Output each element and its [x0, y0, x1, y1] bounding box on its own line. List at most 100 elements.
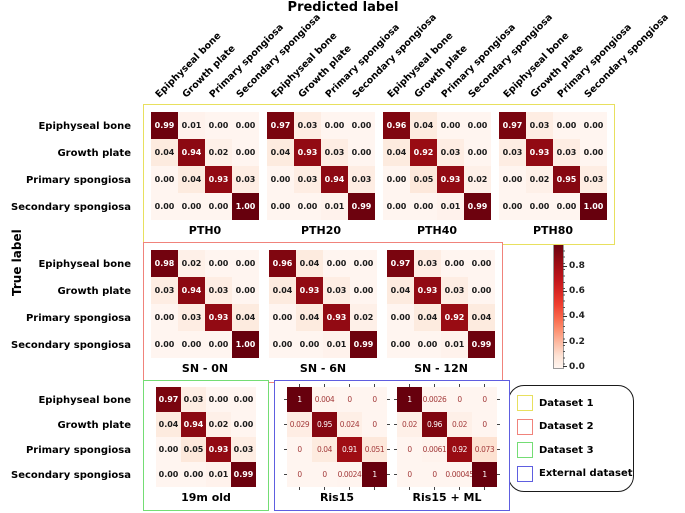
matrix-cell: 0 [337, 387, 362, 412]
matrix-cell: 0.03 [437, 139, 464, 166]
matrix-cell: 0.00 [468, 250, 495, 277]
axis-ticks [397, 384, 497, 387]
row-label: Primary spongiosa [25, 313, 131, 324]
matrix-cell: 0.92 [410, 139, 437, 166]
matrix-grid: 0.97 0.03 0.00 0.00 0.04 0.93 0.03 0.00 0.00 0.04… [387, 250, 495, 358]
matrix-grid-wrap: 0.99 0.01 0.00 0.00 0.04 0.94 0.02 0.00 0.00 0.04… [151, 112, 259, 220]
matrix-cell: 0.00 [468, 277, 495, 304]
colorbar-tick-label: 0.0 [569, 362, 585, 372]
matrix-cell: 0.00 [387, 331, 414, 358]
matrix-cell: 0 [312, 462, 337, 487]
colorbar-minor-ticks [563, 244, 565, 367]
matrix-cell: 0.00 [205, 250, 232, 277]
matrix-grid: 0.98 0.02 0.00 0.00 0.03 0.94 0.03 0.00 0.00 0.03… [151, 250, 259, 358]
matrix-sn-0n: 0.98 0.02 0.00 0.00 0.03 0.94 0.03 0.00 0.00 0.03… [151, 250, 259, 375]
matrix-cell: 0.00 [441, 250, 468, 277]
matrix-cell: 0.02 [178, 250, 205, 277]
matrix-cell: 0.01 [441, 331, 468, 358]
matrix-cell: 0.00 [580, 139, 607, 166]
matrix-cell: 0.00 [205, 331, 232, 358]
matrix-cell: 0.03 [151, 277, 178, 304]
matrix-cell: 0.00 [178, 193, 205, 220]
matrix-title: PTH40 [416, 224, 458, 237]
matrix-grid-wrap: 0.96 0.04 0.00 0.00 0.04 0.93 0.03 0.00 0.00 0.04… [269, 250, 377, 358]
legend-swatch [517, 465, 533, 482]
legend-item-dataset-1: Dataset 1 [517, 395, 625, 411]
row-label: Secondary spongiosa [11, 202, 131, 213]
matrix-cell: 0.96 [383, 112, 410, 139]
matrix-cell: 0.00 [205, 193, 232, 220]
matrix-cell: 0 [397, 462, 422, 487]
group-box-dataset-2: 0.98 0.02 0.00 0.00 0.03 0.94 0.03 0.00 0.00 0.03… [143, 242, 503, 383]
legend-swatch [517, 395, 533, 411]
colorbar-tick [563, 342, 567, 343]
matrix-title: SN - 6N [299, 362, 347, 375]
matrix-grid: 0.97 0.03 0.00 0.00 0.03 0.93 0.03 0.00 0.00 0.02… [499, 112, 607, 220]
axis-ticks [397, 487, 497, 490]
matrix-cell: 0.00 [350, 250, 377, 277]
matrix-cell: 0.02 [397, 412, 422, 437]
matrix-grid-wrap: 0.98 0.02 0.00 0.00 0.03 0.94 0.03 0.00 0.00 0.03… [151, 250, 259, 358]
matrix-cell: 0.00 [267, 166, 294, 193]
matrix-cell: 0 [422, 462, 447, 487]
matrix-cell: 0.00 [269, 304, 296, 331]
matrix-cell: 0.00 [553, 193, 580, 220]
matrix-sn-6n: 0.96 0.04 0.00 0.00 0.04 0.93 0.03 0.00 0.00 0.04… [269, 250, 377, 375]
matrix-cell: 0 [472, 412, 497, 437]
matrix-cell: 0.04 [296, 304, 323, 331]
axis-ticks [387, 387, 390, 487]
row-label: Growth plate [57, 420, 131, 431]
matrix-cell: 0.03 [232, 166, 259, 193]
row-label: Growth plate [57, 148, 131, 159]
matrix-cell: 0.02 [464, 166, 491, 193]
matrix-grid-wrap: 0.97 0.03 0.00 0.00 0.04 0.94 0.02 0.00 0.00 0.05… [156, 387, 256, 487]
matrix-cell: 0.99 [151, 112, 178, 139]
axis-ticks [287, 384, 387, 387]
matrix-cell: 0.00 [178, 331, 205, 358]
matrix-cell: 0.00 [437, 112, 464, 139]
matrix-title: SN - 12N [414, 362, 468, 375]
matrix-cell: 0 [287, 437, 312, 462]
group-box-dataset-3: 0.97 0.03 0.00 0.00 0.04 0.94 0.02 0.00 0.00 0.05… [143, 380, 269, 511]
matrix-cell: 0.04 [178, 166, 205, 193]
matrix-cell: 0.00 [206, 387, 231, 412]
matrix-cell: 0.00 [499, 166, 526, 193]
matrix-grid-wrap: 0.97 0.03 0.00 0.00 0.04 0.93 0.03 0.00 0.00 0.03… [267, 112, 375, 220]
legend-swatch [517, 442, 533, 459]
matrix-cell: 0.03 [231, 437, 256, 462]
row-label: Secondary spongiosa [11, 340, 131, 351]
predicted-label-axis-title: Predicted label [287, 0, 399, 15]
row-label: Secondary spongiosa [11, 470, 131, 481]
matrix-title: 19m old [181, 491, 231, 504]
true-label-row-labels: Epiphyseal bone Growth plate Primary spong… [0, 251, 137, 359]
matrix-cell: 0.04 [156, 412, 181, 437]
matrix-cell: 0.97 [499, 112, 526, 139]
matrix-band-row-3: 0.97 0.03 0.00 0.00 0.04 0.94 0.02 0.00 0.00 0.05… [143, 380, 510, 511]
legend: Dataset 1 Dataset 2 Dataset 3 External data… [508, 385, 634, 492]
colorbar-tick-label: 0.6 [569, 286, 585, 296]
matrix-grid: 1 0.004 0 0 0.029 0.95 0.024 0 0 0.04 0.91 0.051 0 0 0… [287, 387, 387, 487]
matrix-cell: 0 [447, 387, 472, 412]
matrix-cell: 0.00 [232, 139, 259, 166]
true-label-row-labels: Epiphyseal bone Growth plate Primary spong… [0, 388, 137, 488]
legend-item-label: Dataset 1 [539, 397, 594, 409]
matrix-cell: 0.00 [151, 193, 178, 220]
matrix-title: Ris15 [319, 491, 355, 504]
colorbar-tick [563, 316, 567, 317]
matrix-cell: 0 [362, 412, 387, 437]
matrix-cell: 0.00 [383, 193, 410, 220]
matrix-cell: 0.00 [151, 331, 178, 358]
matrix-cell: 0.01 [178, 112, 205, 139]
matrix-pth20: 0.97 0.03 0.00 0.00 0.04 0.93 0.03 0.00 0.00 0.03… [267, 112, 375, 237]
matrix-cell: 0.00 [350, 277, 377, 304]
matrix-cell: 0.02 [447, 412, 472, 437]
row-label: Growth plate [57, 286, 131, 297]
matrix-cell: 1 [287, 387, 312, 412]
matrix-cell: 0.00 [414, 331, 441, 358]
matrix-cell: 0.04 [410, 112, 437, 139]
matrix-cell: 0.93 [206, 437, 231, 462]
matrix-cell: 0.03 [580, 166, 607, 193]
matrix-cell: 0.01 [206, 462, 231, 487]
matrix-cell: 1 [362, 462, 387, 487]
matrix-grid: 1 0.0026 0 0 0.02 0.96 0.02 0 0 0.0061 0.92 0.073 0 0… [397, 387, 497, 487]
